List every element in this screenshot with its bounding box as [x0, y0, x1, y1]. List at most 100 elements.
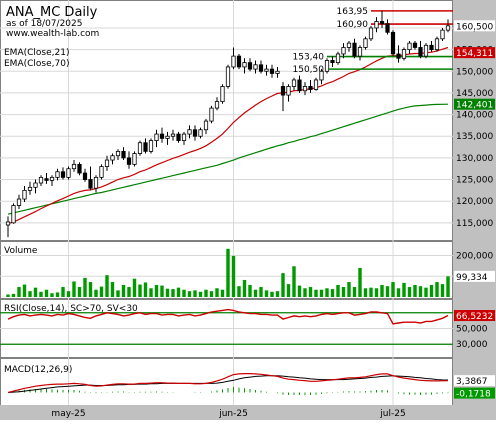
volume-bar	[94, 289, 98, 297]
site-url: www.wealth-lab.com	[6, 29, 99, 39]
volume-panel[interactable]: Volume	[4, 246, 450, 297]
volume-bar	[226, 248, 230, 297]
candle	[302, 82, 308, 96]
candle-body-down	[159, 133, 165, 139]
last-value-box	[454, 98, 495, 110]
candle-body-down	[60, 171, 66, 178]
candle-body-up	[440, 29, 445, 40]
candle	[225, 64, 231, 89]
candle-body-up	[16, 198, 22, 206]
last-value-box	[454, 20, 495, 32]
candle-body-down	[412, 42, 418, 48]
candle-body-down	[88, 179, 93, 189]
volume-bar	[363, 288, 368, 297]
candle-body-up	[231, 55, 236, 68]
candle	[324, 58, 330, 74]
candle-body-up	[368, 27, 374, 40]
candle	[280, 82, 286, 112]
candle	[264, 64, 269, 76]
candle-body-up	[242, 62, 247, 68]
candle-body-down	[280, 86, 286, 96]
as-of-date: as of 18/07/2025	[6, 19, 82, 29]
candle	[412, 40, 418, 50]
volume-bar	[22, 284, 27, 297]
candle	[385, 19, 390, 35]
volume-last-label: 99,334	[456, 273, 488, 283]
volume-bar	[132, 278, 137, 297]
candle-body-up	[71, 163, 77, 170]
candle	[192, 125, 198, 141]
candle	[126, 151, 132, 169]
candle	[374, 17, 379, 33]
volume-bar	[435, 282, 439, 297]
candle	[44, 173, 49, 184]
volume-bar	[341, 287, 346, 297]
rsi-title: RSI(Close,14), SC>70, SV<30	[4, 304, 138, 314]
volume-bar	[402, 282, 406, 297]
volume-bar	[248, 284, 252, 297]
volume-bar	[83, 277, 87, 297]
candle	[143, 138, 148, 154]
volume-bar	[407, 287, 412, 297]
rsi-last-label: 66,5232	[456, 312, 493, 322]
candle	[319, 69, 324, 85]
volume-bar	[374, 288, 379, 297]
volume-bar	[33, 287, 38, 297]
macd-panel[interactable]: MACD(12,26,9)	[4, 365, 449, 395]
volume-bar	[391, 282, 395, 297]
candle	[55, 168, 60, 181]
candle	[88, 166, 93, 191]
candle	[82, 168, 88, 182]
candle	[269, 64, 275, 78]
candle	[220, 84, 225, 104]
volume-bar	[44, 289, 49, 297]
candle	[209, 105, 214, 124]
macd-line	[7, 373, 449, 394]
ema70-line	[7, 103, 449, 215]
candle	[335, 51, 341, 65]
candle	[38, 175, 44, 187]
volume-bar	[215, 288, 219, 297]
volume-bar	[116, 290, 120, 297]
candle	[440, 27, 445, 41]
candle	[66, 166, 71, 180]
volume-bar	[198, 291, 203, 297]
volume-bar	[380, 284, 384, 297]
candle	[308, 79, 313, 93]
candle	[5, 216, 11, 238]
volume-bar	[154, 284, 159, 297]
price-frame	[0, 0, 453, 241]
price-tick-label: 120,000	[456, 197, 493, 207]
candle-body-up	[357, 47, 363, 57]
candle	[418, 40, 423, 59]
volume-last-box	[454, 270, 495, 282]
volume-bar	[231, 255, 236, 297]
candle-body-up	[214, 101, 220, 109]
volume-bar	[264, 290, 269, 297]
volume-bar	[440, 284, 445, 297]
price-panel[interactable]: 163,95 160,90 153,40 150,50	[5, 7, 453, 238]
volume-bar	[105, 275, 109, 297]
volume-bar	[281, 273, 285, 297]
volume-bar	[204, 289, 208, 297]
rsi-panel[interactable]: RSI(Close,14), SC>70, SV<30	[0, 304, 453, 345]
ema21-line	[7, 46, 449, 225]
x-tick-label: may-25	[51, 409, 85, 419]
candle-body-down	[385, 23, 390, 33]
volume-bar	[330, 289, 335, 297]
candle	[165, 131, 170, 145]
price-tick-label: 125,000	[456, 176, 493, 186]
candle-body-down	[429, 44, 434, 51]
price-tick-label: 140,000	[456, 111, 493, 121]
candle-body-up	[407, 42, 412, 51]
legend-ema21: EMA(Close,21)	[4, 48, 69, 58]
volume-bar	[88, 282, 93, 297]
candle-body-down	[379, 21, 385, 25]
volume-bar	[242, 279, 247, 297]
volume-bar	[396, 288, 401, 297]
candle-body-down	[330, 60, 335, 64]
candle	[231, 47, 236, 70]
candle	[203, 118, 209, 135]
volume-bar	[143, 282, 148, 297]
